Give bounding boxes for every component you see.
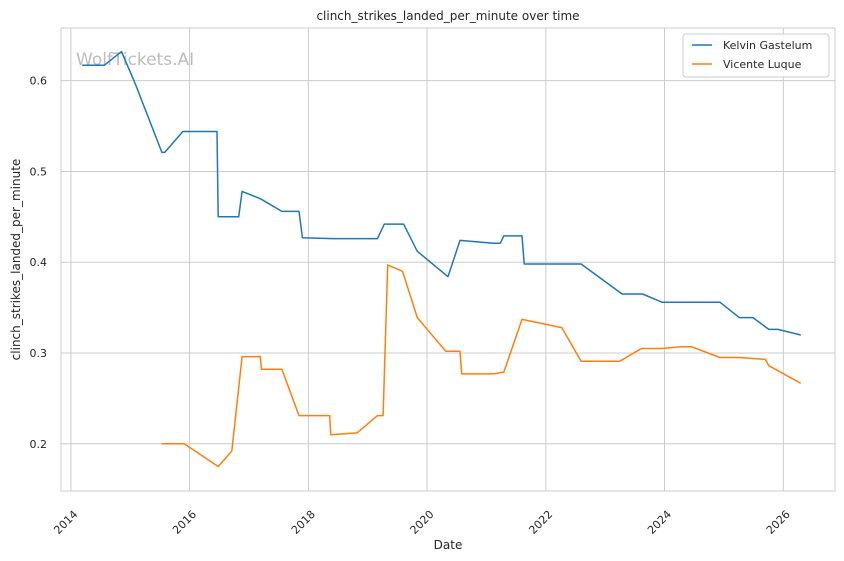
chart-title: clinch_strikes_landed_per_minute over ti… [316,9,579,23]
y-tick-label: 0.4 [30,256,48,269]
y-axis-label: clinch_strikes_landed_per_minute [9,159,23,361]
y-tick-label: 0.6 [30,75,48,88]
legend-entry: Kelvin Gastelum [723,39,812,52]
series-line-0 [82,50,801,336]
y-axis-ticks: 0.2 0.3 0.4 0.5 0.6 [30,75,48,451]
x-axis-label: Date [434,538,463,552]
plot-frame [60,27,836,492]
y-tick-label: 0.5 [30,165,48,178]
y-tick-label: 0.3 [30,347,48,360]
series-layer [82,50,801,468]
y-tick-label: 0.2 [30,438,48,451]
legend: Kelvin Gastelum Vicente Luque [682,33,830,78]
series-line-1 [161,264,801,468]
watermark: WolfTickets.AI [76,50,194,70]
legend-entry: Vicente Luque [723,58,802,71]
legend-box [682,33,830,78]
